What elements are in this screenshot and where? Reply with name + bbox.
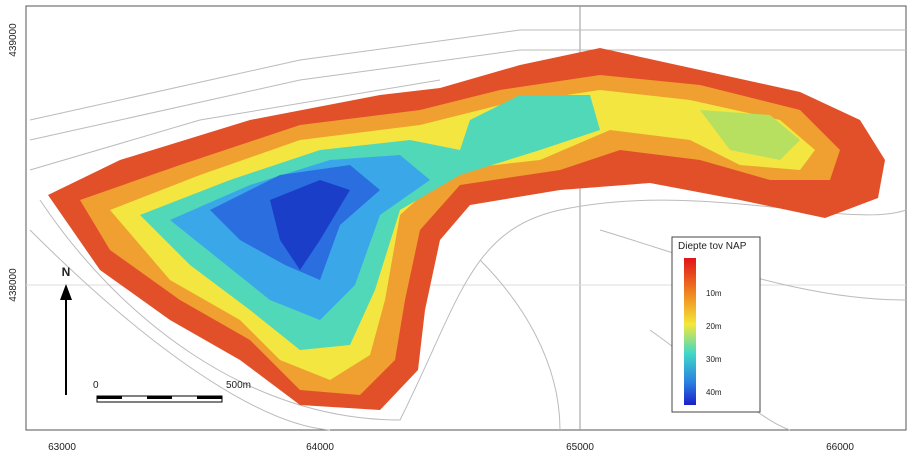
scale-end: 500m xyxy=(226,380,251,391)
background-lines xyxy=(29,29,907,431)
x-coord-label: 64000 xyxy=(306,442,334,453)
north-arrow: N xyxy=(60,265,72,395)
color-bar xyxy=(684,258,696,405)
legend-title: Diepte tov NAP xyxy=(678,241,747,252)
y-coord-label: 439000 xyxy=(8,23,19,57)
legend-label: 30m xyxy=(706,355,722,364)
x-coord-label: 65000 xyxy=(566,442,594,453)
legend-label: 20m xyxy=(706,322,722,331)
scale-segment xyxy=(97,396,122,399)
north-label: N xyxy=(62,265,71,279)
y-coord-label: 438000 xyxy=(8,268,19,302)
x-coord-label: 66000 xyxy=(826,442,854,453)
scale-segment xyxy=(197,396,222,399)
coordinate-labels: 63000 64000 65000 66000 439000 438000 xyxy=(8,23,854,453)
bathymetry xyxy=(48,48,885,410)
scale-segment xyxy=(147,396,172,399)
arrow-head xyxy=(60,284,72,300)
legend-label: 10m xyxy=(706,289,722,298)
scale-bar: 0 500m xyxy=(93,380,251,403)
x-coord-label: 63000 xyxy=(48,442,76,453)
legend: Diepte tov NAP 10m 20m 30m 40m xyxy=(671,236,761,413)
legend-label: 40m xyxy=(706,388,722,397)
scale-start: 0 xyxy=(93,380,99,391)
